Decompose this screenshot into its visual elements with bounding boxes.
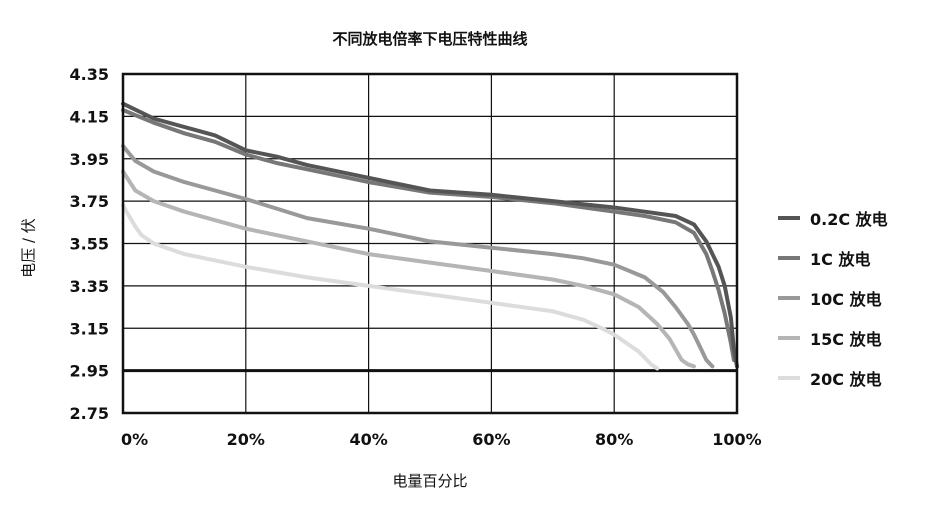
legend-swatch xyxy=(778,296,800,300)
plot-frame xyxy=(121,72,739,415)
y-tick-label: 4.15 xyxy=(70,107,109,126)
y-tick-label: 2.95 xyxy=(70,362,109,381)
legend: 0.2C 放电 1C 放电 10C 放电 15C 放电 20C 放电 xyxy=(778,198,918,398)
legend-swatch xyxy=(778,376,800,380)
legend-swatch xyxy=(778,216,800,220)
series-line-4 xyxy=(121,203,660,371)
y-tick-label: 2.75 xyxy=(70,404,109,423)
series-lines xyxy=(121,101,739,371)
y-tick-label: 3.95 xyxy=(70,150,109,169)
legend-item: 20C 放电 xyxy=(778,358,918,398)
legend-label: 15C 放电 xyxy=(810,330,882,349)
y-tick-label: 3.55 xyxy=(70,235,109,254)
x-tick-label: 80% xyxy=(595,430,633,449)
legend-item: 10C 放电 xyxy=(778,278,918,318)
legend-label: 10C 放电 xyxy=(810,290,882,309)
legend-label: 1C 放电 xyxy=(810,250,871,269)
series-line-2 xyxy=(121,144,715,369)
y-tick-label: 4.35 xyxy=(70,65,109,84)
legend-swatch xyxy=(778,336,800,340)
y-tick-label: 3.75 xyxy=(70,192,109,211)
x-tick-label: 0% xyxy=(121,430,148,449)
series-line-3 xyxy=(121,169,696,369)
x-axis-title: 电量百分比 xyxy=(392,472,468,490)
chart-title: 不同放电倍率下电压特性曲线 xyxy=(332,30,528,48)
x-tick-label: 60% xyxy=(472,430,510,449)
legend-item: 0.2C 放电 xyxy=(778,198,918,238)
y-tick-label: 3.35 xyxy=(70,277,109,296)
x-tick-label: 20% xyxy=(227,430,265,449)
x-tick-label: 40% xyxy=(349,430,387,449)
y-tick-label: 3.15 xyxy=(70,319,109,338)
y-tick-labels: 2.75 2.95 3.15 3.35 3.55 3.75 3.95 4.15 4.35 xyxy=(70,65,109,423)
series-line-0 xyxy=(121,101,739,369)
legend-label: 20C 放电 xyxy=(810,370,882,389)
x-tick-labels: 0% 20% 40% 60% 80% 100% xyxy=(121,430,762,449)
series-line-1 xyxy=(121,108,736,362)
x-tick-label: 100% xyxy=(712,430,761,449)
legend-label: 0.2C 放电 xyxy=(810,210,888,229)
legend-item: 15C 放电 xyxy=(778,318,918,358)
legend-swatch xyxy=(778,256,800,260)
grid-lines xyxy=(122,73,738,414)
legend-item: 1C 放电 xyxy=(778,238,918,278)
